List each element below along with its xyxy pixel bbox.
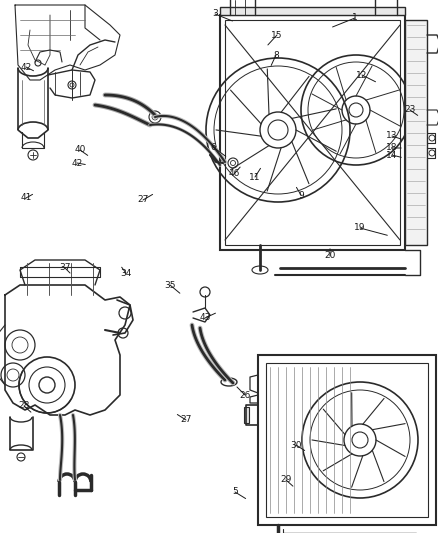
Text: 28: 28 <box>18 401 30 410</box>
Text: 11: 11 <box>249 173 261 182</box>
Bar <box>225 20 400 245</box>
Text: 37: 37 <box>59 263 71 272</box>
Text: 46: 46 <box>228 169 240 179</box>
Text: 9: 9 <box>298 190 304 199</box>
Bar <box>220 7 405 15</box>
Text: 15: 15 <box>271 30 283 39</box>
Text: 12: 12 <box>356 70 367 79</box>
Text: 40: 40 <box>74 146 86 155</box>
Text: 34: 34 <box>120 269 132 278</box>
Text: 6: 6 <box>210 142 216 151</box>
Bar <box>258 355 436 525</box>
Text: 27: 27 <box>137 196 148 205</box>
Text: 3: 3 <box>212 10 218 19</box>
Bar <box>220 15 405 250</box>
Text: 19: 19 <box>354 223 366 232</box>
Text: 29: 29 <box>280 475 292 484</box>
Text: 1: 1 <box>352 13 358 22</box>
Bar <box>244 407 249 423</box>
Text: 42: 42 <box>21 62 32 71</box>
Text: 14: 14 <box>386 150 398 159</box>
Bar <box>266 363 428 517</box>
Text: 30: 30 <box>290 440 302 449</box>
Bar <box>405 20 427 245</box>
Text: 43: 43 <box>199 313 211 322</box>
Text: 20: 20 <box>324 252 336 261</box>
Text: 41: 41 <box>20 193 32 203</box>
Text: 26: 26 <box>239 391 251 400</box>
Text: 18: 18 <box>386 143 398 152</box>
Text: 8: 8 <box>273 51 279 60</box>
Text: 35: 35 <box>164 280 176 289</box>
Text: 23: 23 <box>404 106 416 115</box>
Text: 5: 5 <box>232 488 238 497</box>
Text: 13: 13 <box>386 132 398 141</box>
Text: 42: 42 <box>71 158 83 167</box>
Text: 27: 27 <box>180 416 192 424</box>
